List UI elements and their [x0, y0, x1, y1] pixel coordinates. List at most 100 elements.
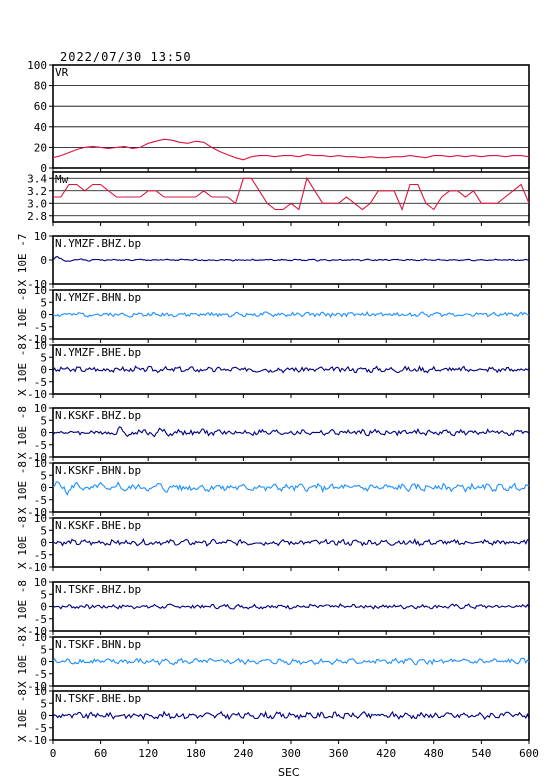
y-tick-label: 10 [34, 457, 47, 470]
y-tick-label: 0 [40, 254, 47, 267]
y-tick-label: -10 [27, 506, 47, 519]
y-tick-label: -5 [34, 376, 47, 389]
panel-title: N.YMZF.BHN.bp [55, 291, 141, 304]
y-tick-label: 2.8 [27, 210, 47, 223]
y-tick-label: -10 [27, 451, 47, 464]
x-tick-label: 60 [94, 747, 107, 760]
x-tick-label: 120 [138, 747, 158, 760]
series-line [52, 710, 530, 721]
y-tick-label: 10 [34, 230, 47, 243]
y-tick-label: 0 [40, 656, 47, 669]
y-tick-label: -10 [27, 388, 47, 401]
timestamp-label: 2022/07/30 13:50 [60, 50, 192, 64]
panel-title: Mw [55, 173, 69, 186]
y-tick-label: 0 [40, 162, 47, 175]
y-tick-label: 0 [40, 364, 47, 377]
y-tick-label: 10 [34, 339, 47, 352]
y-tick-label: 5 [40, 643, 47, 656]
y-tick-label: 3.4 [27, 172, 47, 185]
panel-title: N.KSKF.BHZ.bp [55, 409, 141, 422]
panel-title: N.TSKF.BHN.bp [55, 638, 141, 651]
y-tick-label: 5 [40, 414, 47, 427]
y-axis-unit-label: X 10E -8 [16, 689, 29, 742]
series-line [52, 138, 530, 161]
y-tick-label: 60 [34, 100, 47, 113]
y-axis-unit-label: X 10E -8 [16, 343, 29, 396]
y-tick-label: 20 [34, 141, 47, 154]
panel-vr: 100 80 60 40 20 0 VR [27, 59, 530, 175]
y-tick-label: 5 [40, 351, 47, 364]
y-tick-label: -5 [34, 613, 47, 626]
y-tick-label: -10 [27, 734, 47, 747]
y-tick-label: 0 [40, 710, 47, 723]
panel-title: N.TSKF.BHZ.bp [55, 583, 141, 596]
x-tick-label: 420 [376, 747, 396, 760]
y-tick-label: 5 [40, 588, 47, 601]
y-tick-label: -5 [34, 321, 47, 334]
y-tick-label: -5 [34, 549, 47, 562]
y-tick-label: 0 [40, 601, 47, 614]
x-axis-title: SEC [278, 766, 300, 779]
panel-n-ymzf-bhz-bp: 10 0 -10 N.YMZF.BHZ.bp X 10E -7 [16, 230, 530, 291]
y-tick-label: -5 [34, 494, 47, 507]
series-line [52, 256, 530, 262]
y-axis-unit-label: X 10E -8 [16, 461, 29, 514]
y-axis-unit-label: X 10E -8 [16, 516, 29, 569]
y-tick-label: 5 [40, 296, 47, 309]
x-tick-label: 300 [281, 747, 301, 760]
x-tick-label: 180 [186, 747, 206, 760]
y-tick-label: 3.0 [27, 197, 47, 210]
y-tick-label: 100 [27, 59, 47, 72]
y-tick-label: -10 [27, 561, 47, 574]
series-line [53, 176, 530, 212]
series-line [52, 481, 530, 496]
panel-title: VR [55, 66, 69, 79]
y-tick-label: -10 [27, 278, 47, 291]
x-tick-label: 240 [233, 747, 253, 760]
x-tick-label: 540 [471, 747, 491, 760]
y-tick-label: 5 [40, 524, 47, 537]
y-tick-label: 3.2 [27, 185, 47, 198]
x-tick-label: 480 [424, 747, 444, 760]
y-tick-label: -5 [34, 668, 47, 681]
series-line [52, 657, 530, 666]
y-axis-unit-label: X 10E -8 [16, 635, 29, 688]
y-tick-label: 0 [40, 537, 47, 550]
panel-frame [52, 64, 530, 169]
y-tick-label: 0 [40, 309, 47, 322]
series-line [52, 311, 530, 319]
series-line [52, 365, 530, 374]
series-line [52, 426, 530, 438]
panel-mw: 3.43.23.02.8 Mw [27, 171, 530, 226]
series-line [52, 537, 530, 547]
y-tick-label: 40 [34, 121, 47, 134]
series-line [52, 603, 530, 610]
y-tick-label: 10 [34, 685, 47, 698]
panel-title: N.TSKF.BHE.bp [55, 692, 141, 705]
y-tick-label: 80 [34, 80, 47, 93]
y-tick-label: -5 [34, 439, 47, 452]
x-tick-label: 600 [519, 747, 539, 760]
y-tick-label: -10 [27, 680, 47, 693]
y-axis-unit-label: X 10E -8 [16, 288, 29, 341]
y-axis-unit-label: X 10E -7 [16, 234, 29, 287]
y-tick-label: -10 [27, 333, 47, 346]
panel-title: N.KSKF.BHN.bp [55, 464, 141, 477]
y-tick-label: 10 [34, 576, 47, 589]
y-tick-label: -5 [34, 722, 47, 735]
y-axis-unit-label: X 10E -8 [16, 406, 29, 459]
panel-title: N.YMZF.BHE.bp [55, 346, 141, 359]
y-tick-label: 5 [40, 697, 47, 710]
y-tick-label: 10 [34, 402, 47, 415]
x-tick-label: 0 [50, 747, 57, 760]
